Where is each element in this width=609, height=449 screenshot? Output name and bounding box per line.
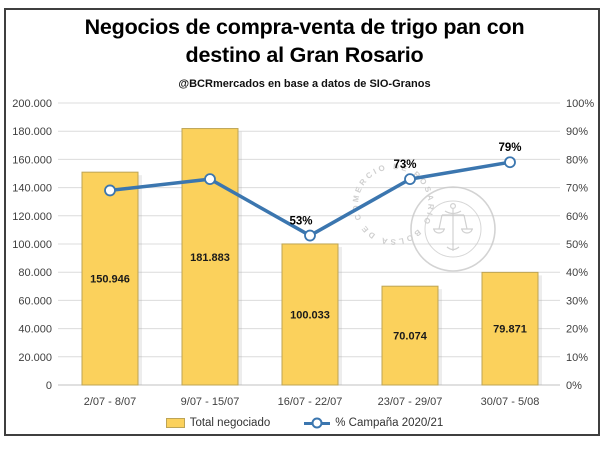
legend-label-line-series: % Campaña 2020/21 bbox=[335, 417, 444, 429]
legend-label-bar-series: Total negociado bbox=[189, 417, 271, 429]
bar-total-negociado bbox=[381, 285, 439, 386]
x-axis-category-label: 16/07 - 22/07 bbox=[278, 396, 343, 408]
bar-value-label: 181.883 bbox=[190, 252, 230, 264]
right-axis-tick-label: 40% bbox=[566, 267, 588, 279]
right-axis-tick-label: 30% bbox=[566, 295, 588, 307]
right-axis-tick-label: 60% bbox=[566, 211, 588, 223]
bar-total-negociado bbox=[81, 171, 139, 386]
watermark-inner-ring bbox=[424, 200, 482, 258]
left-axis-tick-label: 120.000 bbox=[12, 211, 52, 223]
x-axis-category-label: 30/07 - 5/08 bbox=[481, 396, 540, 408]
right-axis-tick-label: 70% bbox=[566, 183, 588, 195]
axis-layer: 200.000 100% 180.000 90% 160.000 80% 140.000 70… bbox=[12, 98, 594, 408]
left-axis-tick-label: 0 bbox=[46, 380, 52, 392]
right-axis-tick-label: 50% bbox=[566, 239, 588, 251]
bar-value-label: 70.074 bbox=[393, 331, 428, 343]
bar-total-negociado bbox=[181, 128, 239, 386]
chart-border-frame bbox=[4, 8, 600, 436]
x-axis-category-label: 23/07 - 29/07 bbox=[378, 396, 443, 408]
left-axis-tick-label: 200.000 bbox=[12, 98, 52, 110]
line-value-label: 79% bbox=[498, 142, 521, 154]
line-marker bbox=[504, 156, 516, 169]
bar-value-label: 79.871 bbox=[493, 324, 527, 336]
right-axis-tick-label: 20% bbox=[566, 324, 588, 336]
left-axis-tick-label: 20.000 bbox=[18, 352, 52, 364]
watermark-outer-ring bbox=[410, 186, 496, 272]
line-marker bbox=[104, 184, 116, 197]
bar-value-label: 100.033 bbox=[290, 309, 330, 321]
line-marker-icon bbox=[311, 417, 323, 429]
x-axis-category-label: 9/07 - 15/07 bbox=[181, 396, 240, 408]
line-series-swatch bbox=[304, 417, 331, 429]
left-axis-tick-label: 180.000 bbox=[12, 126, 52, 138]
watermark-scales-caduceus-icon bbox=[433, 203, 473, 251]
right-axis-tick-label: 90% bbox=[566, 126, 588, 138]
line-value-label: 53% bbox=[289, 216, 312, 228]
right-axis-tick-label: 80% bbox=[566, 154, 588, 166]
line-marker bbox=[404, 173, 416, 186]
left-axis-tick-label: 80.000 bbox=[18, 267, 52, 279]
bar-total-negociado bbox=[281, 243, 339, 386]
bar-value-label: 150.946 bbox=[90, 274, 130, 286]
line-value-label: 73% bbox=[393, 159, 416, 171]
left-axis-tick-label: 160.000 bbox=[12, 154, 52, 166]
right-axis-tick-label: 100% bbox=[566, 98, 594, 110]
left-axis-tick-label: 60.000 bbox=[18, 295, 52, 307]
line-marker bbox=[204, 173, 216, 186]
left-axis-tick-label: 40.000 bbox=[18, 324, 52, 336]
left-axis-tick-label: 100.000 bbox=[12, 239, 52, 251]
series-layer: 150.946 181.883 100.033 70.074 79.871 53% 73% 7… bbox=[81, 128, 542, 386]
bar-series-swatch bbox=[165, 418, 185, 428]
line-marker bbox=[304, 229, 316, 242]
chart-subtitle: @BCRmercados en base a datos de SIO-Gran… bbox=[178, 78, 431, 90]
right-axis-tick-label: 0% bbox=[566, 380, 582, 392]
left-axis-tick-label: 140.000 bbox=[12, 183, 52, 195]
legend-item-total-negociado: Total negociado bbox=[165, 417, 271, 429]
legend-item-campana: % Campaña 2020/21 bbox=[304, 417, 443, 429]
bar-total-negociado bbox=[481, 271, 539, 386]
right-axis-tick-label: 10% bbox=[566, 352, 588, 364]
x-axis-category-label: 2/07 - 8/07 bbox=[84, 396, 137, 408]
chart-title: Negocios de compra-venta de trigo pan co… bbox=[84, 15, 525, 67]
chart-legend: Total negociado % Campaña 2020/21 bbox=[0, 413, 609, 433]
